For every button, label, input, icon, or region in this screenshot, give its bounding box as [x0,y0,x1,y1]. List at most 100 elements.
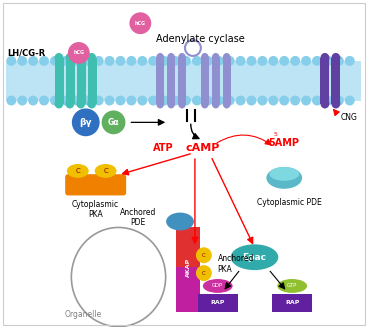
Bar [77,58,86,104]
Text: C: C [103,168,108,174]
Text: Gα: Gα [108,118,119,127]
Ellipse shape [167,98,175,109]
Circle shape [102,111,125,134]
Text: LH/CG-R: LH/CG-R [7,49,46,57]
Text: Cytoplasmic PDE: Cytoplasmic PDE [257,198,322,207]
Text: C: C [75,168,80,174]
Bar [212,58,220,104]
Ellipse shape [321,53,329,63]
Ellipse shape [76,53,85,63]
Bar [176,267,200,312]
Text: ATP: ATP [153,143,173,153]
Ellipse shape [76,98,85,109]
Circle shape [170,95,180,106]
Circle shape [137,95,147,106]
Ellipse shape [87,53,96,63]
Circle shape [192,56,202,66]
Circle shape [345,56,355,66]
Circle shape [137,56,147,66]
Circle shape [170,56,180,66]
Ellipse shape [87,98,96,109]
Text: 5AMP: 5AMP [269,138,300,148]
Text: Anchored
PDE: Anchored PDE [120,208,156,227]
Circle shape [61,56,71,66]
Circle shape [72,95,82,106]
Circle shape [83,95,93,106]
Text: Epac: Epac [243,253,266,262]
Circle shape [127,56,137,66]
Circle shape [268,95,278,106]
Ellipse shape [156,53,164,63]
FancyBboxPatch shape [66,175,125,195]
Ellipse shape [95,164,117,178]
Text: Anchored
PKA: Anchored PKA [218,255,254,274]
Circle shape [203,95,213,106]
Circle shape [236,56,245,66]
Circle shape [116,56,125,66]
Circle shape [6,56,16,66]
Text: hCG: hCG [135,21,146,26]
Bar [88,58,97,104]
Circle shape [196,265,212,281]
Circle shape [290,95,300,106]
Circle shape [214,95,224,106]
Bar [176,227,200,267]
Circle shape [279,95,289,106]
Circle shape [127,95,137,106]
Text: AKAP: AKAP [185,257,191,277]
Ellipse shape [54,53,63,63]
Circle shape [116,95,125,106]
Ellipse shape [277,279,307,293]
Text: Adenylate cyclase: Adenylate cyclase [156,34,244,44]
Text: GDP: GDP [212,283,223,288]
Circle shape [105,56,114,66]
Ellipse shape [331,98,340,109]
Ellipse shape [331,53,340,63]
Text: cAMP: cAMP [186,143,220,153]
Circle shape [61,95,71,106]
Text: GTP: GTP [287,283,297,288]
Circle shape [258,95,268,106]
Circle shape [258,56,268,66]
Ellipse shape [66,53,74,63]
Circle shape [28,56,38,66]
Circle shape [94,56,104,66]
Circle shape [225,56,235,66]
Text: hCG: hCG [73,51,84,55]
Circle shape [72,109,100,136]
Circle shape [247,95,256,106]
Circle shape [72,56,82,66]
Text: RAP: RAP [210,300,225,305]
Circle shape [39,56,49,66]
Bar [223,58,231,104]
Circle shape [334,95,344,106]
Circle shape [225,95,235,106]
Circle shape [159,56,169,66]
Circle shape [50,95,60,106]
Circle shape [312,95,322,106]
Ellipse shape [201,53,209,63]
Ellipse shape [167,53,175,63]
Circle shape [312,56,322,66]
Ellipse shape [266,167,302,189]
Ellipse shape [178,53,186,63]
Bar [178,58,186,104]
Text: C: C [202,271,206,276]
Bar [201,58,209,104]
Text: Cytoplasmic
PKA: Cytoplasmic PKA [72,200,119,219]
Text: βγ: βγ [79,118,92,127]
Ellipse shape [223,98,231,109]
Circle shape [148,95,158,106]
Text: 5: 5 [273,132,277,137]
Circle shape [6,95,16,106]
Circle shape [290,56,300,66]
Ellipse shape [321,98,329,109]
Circle shape [236,95,245,106]
Ellipse shape [203,279,233,293]
Ellipse shape [156,98,164,109]
Circle shape [334,56,344,66]
Bar [66,58,75,104]
Ellipse shape [66,98,74,109]
Ellipse shape [178,98,186,109]
Circle shape [196,247,212,263]
